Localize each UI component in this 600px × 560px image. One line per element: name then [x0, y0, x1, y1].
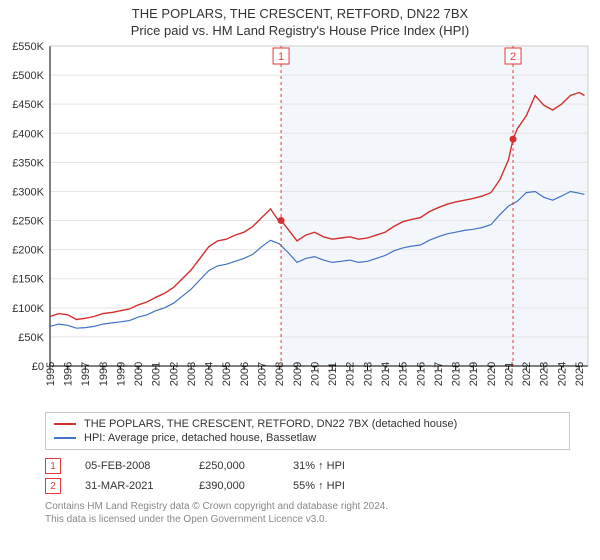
svg-text:2005: 2005	[221, 362, 233, 386]
sale-vs-2: 55% ↑ HPI	[293, 480, 383, 492]
svg-text:2015: 2015	[398, 362, 410, 386]
svg-text:2003: 2003	[186, 362, 198, 386]
svg-text:£550K: £550K	[12, 41, 44, 53]
chart-area: £0 £50K £100K £150K £200K £250K £300K £350K £400…	[0, 38, 600, 408]
svg-text:£500K: £500K	[12, 70, 44, 82]
svg-text:2: 2	[510, 51, 516, 63]
svg-text:2023: 2023	[539, 362, 551, 386]
svg-text:£450K: £450K	[12, 99, 44, 111]
svg-text:2002: 2002	[168, 362, 180, 386]
svg-text:2012: 2012	[345, 362, 357, 386]
svg-text:1997: 1997	[80, 362, 92, 386]
svg-text:£300K: £300K	[12, 186, 44, 198]
svg-text:£0: £0	[32, 361, 44, 373]
line-chart-svg: £0 £50K £100K £150K £200K £250K £300K £350K £400…	[0, 38, 600, 408]
sale-price-2: £390,000	[199, 480, 269, 492]
svg-text:2006: 2006	[239, 362, 251, 386]
legend-swatch-blue	[54, 437, 76, 439]
svg-text:2024: 2024	[556, 362, 568, 386]
svg-text:2016: 2016	[415, 362, 427, 386]
svg-text:2021: 2021	[503, 362, 515, 386]
legend-label-blue: HPI: Average price, detached house, Bass…	[84, 432, 316, 444]
svg-text:2013: 2013	[362, 362, 374, 386]
sale-date-1: 05-FEB-2008	[85, 460, 175, 472]
svg-text:£350K: £350K	[12, 157, 44, 169]
chart-title-block: THE POPLARS, THE CRESCENT, RETFORD, DN22…	[0, 0, 600, 38]
legend-swatch-red	[54, 423, 76, 425]
svg-text:£150K: £150K	[12, 274, 44, 286]
svg-text:2014: 2014	[380, 362, 392, 386]
svg-text:£250K: £250K	[12, 216, 44, 228]
footer: Contains HM Land Registry data © Crown c…	[45, 500, 600, 526]
footer-line-2: This data is licensed under the Open Gov…	[45, 513, 600, 526]
svg-text:2022: 2022	[521, 362, 533, 386]
svg-text:2019: 2019	[468, 362, 480, 386]
chart-title-sub: Price paid vs. HM Land Registry's House …	[0, 23, 600, 38]
sale-vs-1: 31% ↑ HPI	[293, 460, 383, 472]
svg-text:£400K: £400K	[12, 128, 44, 140]
sale-marker-2: 2	[45, 478, 61, 494]
legend-row-red: THE POPLARS, THE CRESCENT, RETFORD, DN22…	[54, 417, 561, 431]
svg-text:£50K: £50K	[18, 332, 44, 344]
legend-row-blue: HPI: Average price, detached house, Bass…	[54, 431, 561, 445]
svg-text:2008: 2008	[274, 362, 286, 386]
legend-label-red: THE POPLARS, THE CRESCENT, RETFORD, DN22…	[84, 418, 457, 430]
sales-table: 1 05-FEB-2008 £250,000 31% ↑ HPI 2 31-MA…	[45, 456, 600, 496]
sale-row-1: 1 05-FEB-2008 £250,000 31% ↑ HPI	[45, 456, 600, 476]
svg-text:£200K: £200K	[12, 245, 44, 257]
footer-line-1: Contains HM Land Registry data © Crown c…	[45, 500, 600, 513]
svg-text:2001: 2001	[151, 362, 163, 386]
svg-text:2000: 2000	[133, 362, 145, 386]
svg-text:2025: 2025	[574, 362, 586, 386]
svg-text:2017: 2017	[433, 362, 445, 386]
svg-text:1999: 1999	[115, 362, 127, 386]
svg-text:1998: 1998	[98, 362, 110, 386]
legend: THE POPLARS, THE CRESCENT, RETFORD, DN22…	[45, 412, 570, 450]
svg-text:2020: 2020	[486, 362, 498, 386]
svg-text:2004: 2004	[204, 362, 216, 386]
sale-date-2: 31-MAR-2021	[85, 480, 175, 492]
sale-row-2: 2 31-MAR-2021 £390,000 55% ↑ HPI	[45, 476, 600, 496]
svg-text:2009: 2009	[292, 362, 304, 386]
svg-text:1996: 1996	[62, 362, 74, 386]
chart-title-main: THE POPLARS, THE CRESCENT, RETFORD, DN22…	[0, 6, 600, 21]
svg-text:1995: 1995	[45, 362, 57, 386]
sale-marker-1: 1	[45, 458, 61, 474]
svg-text:2018: 2018	[451, 362, 463, 386]
svg-text:£100K: £100K	[12, 303, 44, 315]
svg-text:2010: 2010	[309, 362, 321, 386]
svg-text:1: 1	[278, 51, 284, 63]
svg-text:2007: 2007	[257, 362, 269, 386]
sale-price-1: £250,000	[199, 460, 269, 472]
